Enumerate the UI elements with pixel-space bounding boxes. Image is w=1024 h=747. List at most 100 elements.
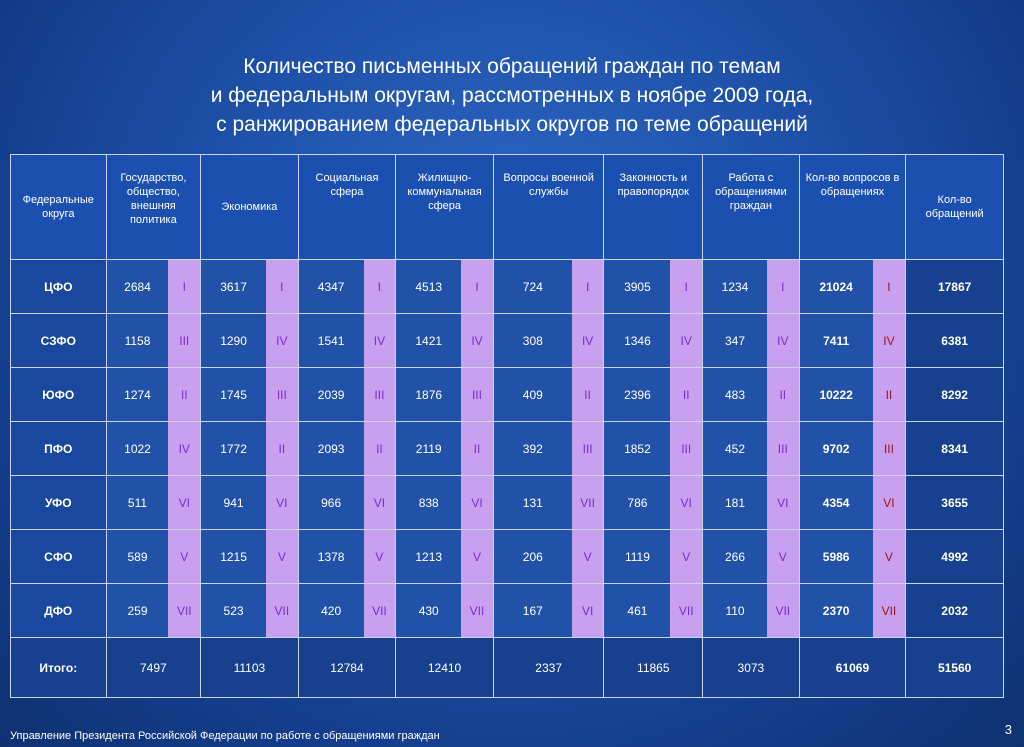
value-cell: 4354 (798, 475, 873, 530)
rank-cell: I (872, 259, 907, 314)
rank-cell: IV (571, 313, 605, 368)
value-cell: 511 (105, 475, 169, 530)
value-cell: 2396 (603, 367, 671, 422)
value-cell: 2093 (297, 421, 364, 476)
rank-cell: V (872, 529, 907, 584)
rank-cell: I (461, 259, 494, 314)
rank-cell: II (766, 367, 800, 422)
value-cell: 1022 (105, 421, 169, 476)
page-number: 3 (1004, 722, 1012, 737)
rank-cell: VI (766, 475, 800, 530)
column-header: Федеральные округа (10, 154, 107, 260)
value-cell: 430 (395, 583, 462, 638)
value-cell: 1421 (395, 313, 462, 368)
value-cell: 941 (200, 475, 266, 530)
title-line-2: и федеральным округам, рассмотренных в н… (210, 84, 814, 107)
value-cell: 347 (702, 313, 767, 368)
value-cell: 1772 (200, 421, 266, 476)
value-cell: 1378 (297, 529, 364, 584)
total-appeals-count: 51560 (905, 637, 1004, 698)
value-cell: 4347 (297, 259, 364, 314)
column-header: Кол-во обращений (905, 154, 1004, 260)
value-cell: 1852 (603, 421, 671, 476)
table-row: ПФО 1022 IV 1772 II 2093 II 2119 II 392 III 1852 III… (10, 421, 1004, 476)
rank-cell: VII (670, 583, 704, 638)
rank-cell: IV (266, 313, 299, 368)
rank-cell: VII (168, 583, 202, 638)
appeals-count-cell: 3655 (905, 475, 1004, 530)
rank-cell: IV (363, 313, 397, 368)
appeals-count-cell: 17867 (905, 259, 1004, 314)
rank-cell: VI (266, 475, 299, 530)
value-cell: 167 (492, 583, 572, 638)
rank-cell: II (266, 421, 299, 476)
appeals-table: Федеральные округа Государство, общество,… (10, 154, 1004, 698)
district-name: ЦФО (10, 259, 107, 314)
value-cell: 4513 (395, 259, 462, 314)
rank-cell: I (571, 259, 605, 314)
rank-cell: II (168, 367, 202, 422)
rank-cell: III (266, 367, 299, 422)
rank-cell: V (766, 529, 800, 584)
total-value-cell: 12784 (297, 637, 397, 698)
appeals-count-cell: 8341 (905, 421, 1004, 476)
value-cell: 409 (492, 367, 572, 422)
value-cell: 2039 (297, 367, 364, 422)
table-row: СФО 589 V 1215 V 1378 V 1213 V 206 V 1119 V 266 V 5986 V… (10, 529, 1004, 584)
value-cell: 724 (492, 259, 572, 314)
value-cell: 206 (492, 529, 572, 584)
rank-cell: VII (872, 583, 907, 638)
rank-cell: III (168, 313, 202, 368)
rank-cell: IV (766, 313, 800, 368)
rank-cell: VII (363, 583, 397, 638)
rank-cell: VII (266, 583, 299, 638)
rank-cell: V (670, 529, 704, 584)
total-value-cell: 11103 (200, 637, 299, 698)
total-value-cell: 12410 (395, 637, 494, 698)
rank-cell: II (670, 367, 704, 422)
rank-cell: IV (168, 421, 202, 476)
value-cell: 308 (492, 313, 572, 368)
rank-cell: VI (670, 475, 704, 530)
table-row: ДФО 259 VII 523 VII 420 VII 430 VII 167 VI 461 VII 11… (10, 583, 1004, 638)
appeals-count-cell: 8292 (905, 367, 1004, 422)
column-header: Вопросы военной службы (492, 154, 605, 260)
district-name: ДФО (10, 583, 107, 638)
value-cell: 966 (297, 475, 364, 530)
table-row: СЗФО 1158 III 1290 IV 1541 IV 1421 IV 308 IV 1346 IV… (10, 313, 1004, 368)
rank-cell: I (670, 259, 704, 314)
total-value-cell: 7497 (105, 637, 202, 698)
total-value-cell: 11865 (603, 637, 704, 698)
rank-cell: IV (670, 313, 704, 368)
rank-cell: III (766, 421, 800, 476)
value-cell: 1274 (105, 367, 169, 422)
value-cell: 1119 (603, 529, 671, 584)
value-cell: 259 (105, 583, 169, 638)
value-cell: 21024 (798, 259, 873, 314)
rank-cell: III (363, 367, 397, 422)
total-value-cell: 61069 (798, 637, 907, 698)
rank-cell: I (266, 259, 299, 314)
rank-cell: V (363, 529, 397, 584)
value-cell: 9702 (798, 421, 873, 476)
rank-cell: I (168, 259, 202, 314)
value-cell: 1346 (603, 313, 671, 368)
value-cell: 1290 (200, 313, 266, 368)
value-cell: 3905 (603, 259, 671, 314)
rank-cell: VII (766, 583, 800, 638)
rank-cell: III (461, 367, 494, 422)
value-cell: 1541 (297, 313, 364, 368)
rank-cell: III (571, 421, 605, 476)
rank-cell: VI (461, 475, 494, 530)
rank-cell: III (872, 421, 907, 476)
rank-cell: VI (168, 475, 202, 530)
totals-row: Итого: 7497 11103 12784 12410 2337 11865 3073 61… (10, 637, 1004, 698)
rank-cell: I (766, 259, 800, 314)
value-cell: 392 (492, 421, 572, 476)
rank-cell: V (168, 529, 202, 584)
value-cell: 10222 (798, 367, 873, 422)
header-row: Федеральные округа Государство, общество,… (10, 154, 1004, 260)
rank-cell: V (461, 529, 494, 584)
title-line-1: Количество письменных обращений граждан … (243, 55, 781, 78)
rank-cell: IV (461, 313, 494, 368)
